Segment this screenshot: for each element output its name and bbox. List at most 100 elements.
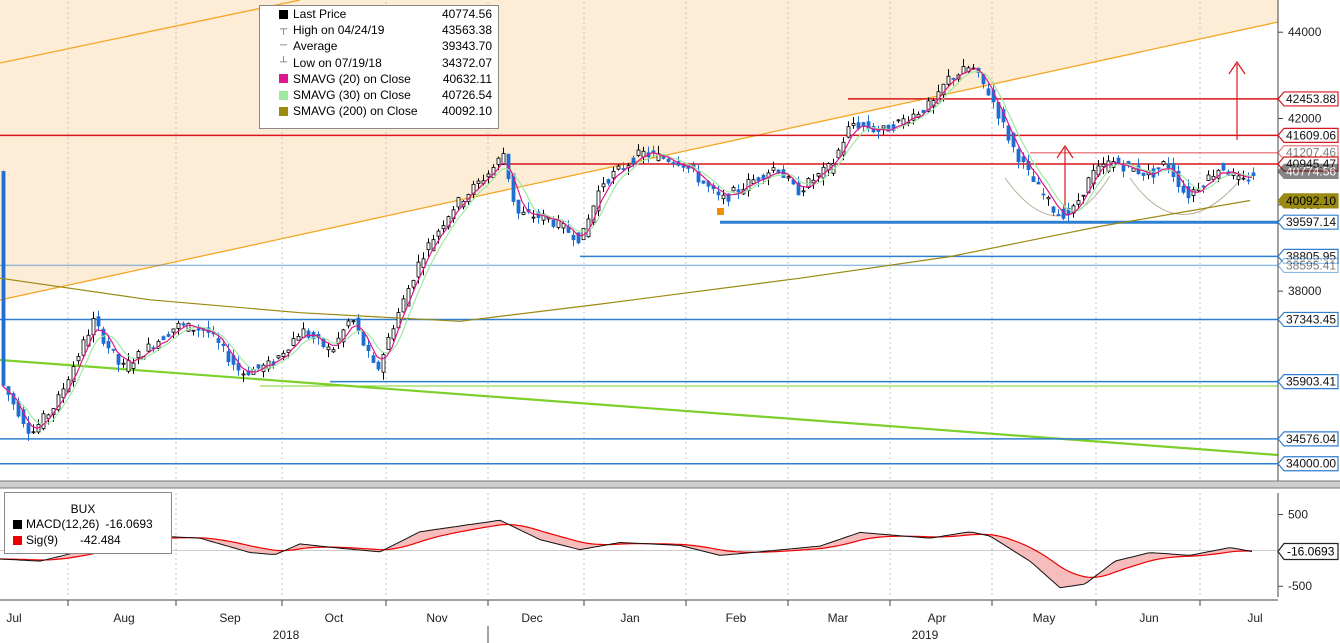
candle-body (531, 216, 536, 219)
candle-body (601, 183, 606, 188)
candle-body (1151, 168, 1156, 178)
legend-macd: MACD(12,26) -16.0693 (13, 516, 171, 532)
legend-high: ┬ High on 04/24/19 43563.38 (279, 23, 492, 38)
candle-body (661, 156, 666, 159)
candle-body (116, 353, 121, 365)
price-tag-42453.88: 42453.88 (1277, 91, 1339, 107)
price-tag-35903.41: 35903.41 (1277, 374, 1339, 390)
candle-body (811, 179, 816, 184)
candle-body (861, 122, 866, 127)
candle-body (1121, 164, 1126, 172)
candle-body (216, 338, 221, 343)
candle-body (836, 149, 841, 159)
price-tag-38595.41: 38595.41 (1277, 257, 1339, 274)
candle-body (1206, 174, 1211, 181)
candle-body (26, 423, 31, 434)
month-label: Oct (325, 611, 344, 625)
candle-body (1056, 214, 1061, 216)
candle-body (786, 176, 791, 179)
candle-body (326, 346, 331, 351)
price-tag-label: 40774.56 (1286, 164, 1336, 178)
candle-body (666, 158, 671, 162)
price-tag-label: 37343.45 (1286, 312, 1336, 326)
candle-body (291, 338, 296, 346)
candle-body (796, 182, 801, 196)
candle-body (221, 343, 226, 347)
candle-body (476, 180, 481, 184)
candle-body (921, 109, 926, 113)
candle-body (1161, 161, 1166, 165)
candle-body (496, 157, 501, 165)
candle-body (441, 225, 446, 230)
price-tag-box (1277, 193, 1339, 209)
candle-body (456, 197, 461, 208)
candle-body (416, 261, 421, 278)
candle-body (1081, 194, 1086, 197)
candle-body (341, 329, 346, 343)
month-label: Aug (113, 611, 134, 625)
candle-body (11, 393, 16, 405)
price-tag-label: 34000.00 (1286, 457, 1336, 471)
legend-smavg20: SMAVG (20) on Close 40632.11 (260, 71, 498, 87)
candle-body (616, 165, 621, 170)
smavg30-line (1, 70, 1253, 425)
macd-legend: BUX MACD(12,26) -16.0693 Sig(9) -42.484 (4, 492, 172, 554)
candle-body (401, 298, 406, 313)
macd-swatch (13, 519, 22, 529)
macd-line (0, 519, 1253, 589)
candle-body (576, 232, 581, 244)
price-tag-box (1277, 374, 1339, 390)
candle-body (176, 322, 181, 329)
price-tag-41609.06: 41609.06 (1277, 127, 1339, 143)
candle-body (701, 180, 706, 184)
candle-body (721, 194, 726, 200)
month-label: Sep (219, 611, 241, 625)
candle-body (1221, 163, 1226, 171)
candle-body (1166, 163, 1171, 169)
candle-body (846, 126, 851, 138)
candle-body (951, 78, 956, 80)
candle-body (1211, 175, 1216, 181)
candle-body (551, 219, 556, 227)
candle-body (1246, 179, 1251, 182)
signal-swatch (13, 535, 22, 545)
month-label: Nov (426, 611, 447, 625)
candle-body (751, 179, 756, 184)
candle-body (1201, 185, 1206, 188)
smavg20-swatch (279, 74, 288, 84)
price-tag-40092.10: 40092.10 (1277, 193, 1339, 209)
candle-body (306, 330, 311, 338)
candle-body (41, 413, 46, 430)
candle-body (591, 205, 596, 223)
signal-line (0, 523, 1253, 579)
price-tag-label: 39597.14 (1286, 215, 1336, 229)
candle-body (1156, 167, 1161, 170)
candle-body (926, 100, 931, 112)
candle-body (1141, 172, 1146, 176)
price-tag-box (1277, 311, 1339, 328)
month-label: Dec (521, 611, 542, 625)
price-tick-label: 44000 (1288, 25, 1322, 39)
macd-tag-box (1277, 542, 1339, 561)
candle-body (521, 211, 526, 215)
candle-body (241, 373, 246, 376)
price-tag-label: 40092.10 (1286, 194, 1336, 208)
month-label: Jun (1139, 611, 1158, 625)
candle-body (681, 165, 686, 168)
candle-body (1241, 177, 1246, 180)
price-tag-box (1277, 127, 1339, 143)
candle-body (671, 162, 676, 165)
candle-body (1046, 197, 1051, 200)
candle-body (81, 339, 86, 356)
macd-tick-label: -500 (1288, 579, 1312, 593)
target-arrowhead-left (1056, 144, 1074, 159)
price-tag-label: 41207.46 (1286, 146, 1336, 160)
candle-body (166, 334, 171, 337)
macd-tag-label: -16.0693 (1287, 545, 1335, 559)
month-label: Jul (1247, 611, 1262, 625)
price-tag-label: 35903.41 (1286, 375, 1336, 389)
candle-body (911, 113, 916, 121)
candle-body (46, 414, 51, 419)
candle-body (961, 66, 966, 74)
price-tag-box (1277, 431, 1339, 447)
